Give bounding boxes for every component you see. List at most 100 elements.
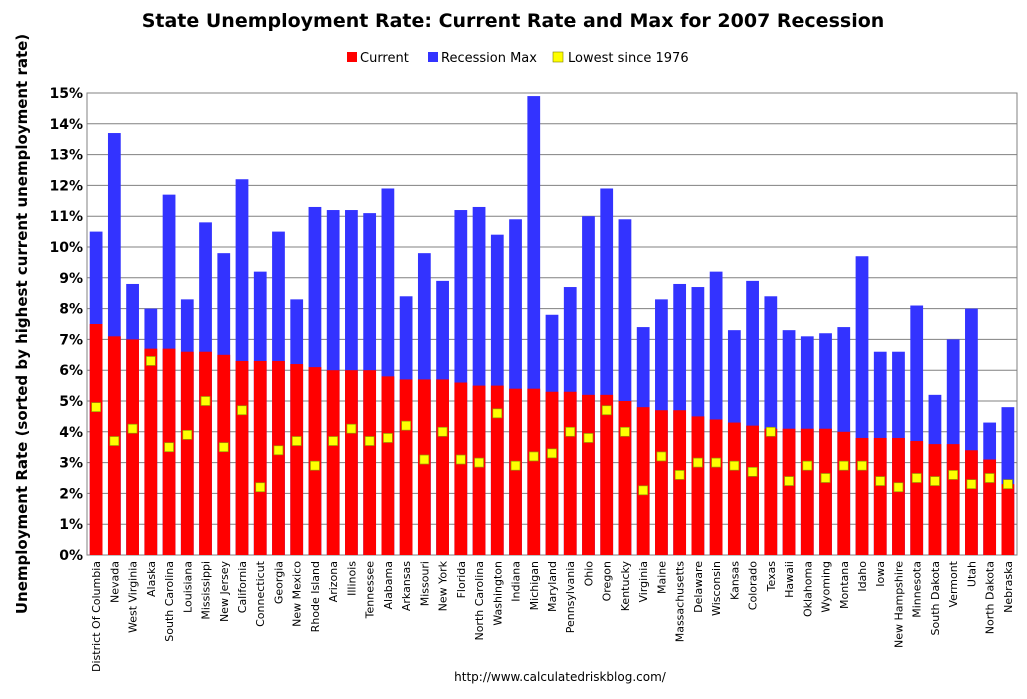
current-bar-missouri (417, 379, 431, 555)
legend-label-current: Current (360, 51, 409, 66)
lowest-marker-iowa (875, 476, 886, 486)
x-tick-label-pennsylvania: Pennsylvania (564, 561, 577, 633)
y-tick-label: 11% (49, 209, 83, 225)
y-tick-label: 7% (59, 332, 83, 348)
x-tick-label-vermont: Vermont (947, 560, 960, 607)
legend-swatch-lowest (552, 51, 564, 63)
x-tick-label-delaware: Delaware (692, 561, 705, 613)
y-tick-label: 8% (59, 302, 83, 318)
x-tick-label-oregon: Oregon (601, 561, 614, 601)
current-bar-texas (764, 428, 778, 555)
current-bar-massachusetts (673, 410, 687, 555)
lowest-marker-arizona (328, 436, 339, 446)
lowest-marker-louisiana (182, 430, 193, 440)
lowest-marker-oregon (601, 405, 612, 416)
x-tick-label-oklahoma: Oklahoma (801, 561, 814, 617)
lowest-marker-new-jersey (218, 442, 229, 453)
y-tick-label: 0% (59, 548, 83, 564)
lowest-marker-arkansas (401, 420, 411, 431)
lowest-marker-south-dakota (930, 476, 940, 486)
lowest-marker-district-of-columbia (91, 402, 101, 413)
lowest-marker-georgia (273, 445, 284, 456)
lowest-marker-north-carolina (474, 457, 484, 468)
current-bar-alaska (144, 348, 158, 555)
lowest-marker-indiana (510, 460, 521, 471)
lowest-marker-colorado (747, 466, 758, 477)
current-bar-minnesota (910, 441, 924, 555)
current-bar-wisconsin (709, 419, 723, 555)
y-axis-tick-labels: 0% 1% 2% 3% 4% 5% 6% 7% 8% 9% 10% 11% 12% 13% 14% 15% (49, 86, 83, 564)
lowest-marker-mississippi (200, 396, 211, 406)
x-tick-label-utah: Utah (965, 561, 978, 587)
lowest-marker-texas (765, 426, 776, 437)
y-tick-label: 9% (59, 271, 83, 287)
lowest-marker-maine (656, 451, 667, 462)
x-tick-label-montana: Montana (838, 561, 851, 609)
y-tick-label: 4% (59, 425, 83, 441)
lowest-marker-illinois (346, 423, 357, 434)
y-tick-label: 12% (49, 178, 83, 194)
lowest-marker-florida (455, 454, 466, 465)
legend-swatch-current (347, 52, 357, 62)
lowest-marker-connecticut (255, 482, 266, 493)
current-bar-alabama (381, 376, 395, 555)
current-bar-illinois (345, 370, 358, 555)
x-tick-label-south-carolina: South Carolina (163, 561, 176, 642)
current-bar-south-dakota (928, 444, 942, 555)
lowest-marker-idaho (857, 460, 867, 471)
current-bar-arkansas (399, 379, 413, 555)
lowest-marker-ohio (583, 433, 594, 443)
x-tick-label-illinois: Illinois (345, 561, 358, 596)
current-bar-vermont (946, 444, 960, 555)
current-bar-iowa (873, 437, 887, 555)
x-tick-label-nebraska: Nebraska (1002, 561, 1015, 613)
x-tick-label-idaho: Idaho (856, 561, 869, 592)
lowest-marker-kentucky (620, 426, 630, 437)
lowest-marker-pennsylvania (565, 426, 576, 437)
current-bar-connecticut (253, 360, 267, 555)
current-bar-mississippi (199, 351, 212, 555)
x-tick-label-north-carolina: North Carolina (473, 561, 486, 641)
current-bar-idaho (855, 437, 869, 555)
y-tick-label: 6% (59, 363, 83, 379)
legend: Current Recession Max Lowest since 1976 (347, 51, 689, 66)
legend-swatch-recession-max (428, 52, 438, 62)
lowest-marker-montana (838, 460, 849, 471)
lowest-marker-new-york (437, 426, 448, 437)
current-bar-district-of-columbia (89, 324, 103, 555)
y-tick-label: 3% (59, 456, 83, 472)
x-tick-label-north-dakota: North Dakota (984, 561, 997, 634)
current-bar-utah (965, 450, 978, 555)
lowest-marker-vermont (948, 470, 959, 480)
current-bar-new-hampshire (892, 437, 905, 555)
current-bar-virginia (636, 407, 650, 555)
lowest-marker-massachusetts (674, 470, 685, 480)
x-tick-label-indiana: Indiana (510, 561, 523, 602)
y-tick-label: 5% (59, 394, 83, 410)
current-bar-tennessee (363, 370, 377, 555)
lowest-marker-california (237, 405, 247, 416)
current-bar-arizona (326, 370, 340, 555)
x-tick-label-hawaii: Hawaii (783, 561, 796, 598)
lowest-marker-west-virginia (127, 423, 138, 434)
current-bar-hawaii (782, 428, 796, 555)
lowest-marker-rhode-island (310, 460, 320, 471)
current-bar-kentucky (618, 401, 632, 555)
current-bar-ohio (582, 394, 595, 555)
lowest-marker-maryland (547, 448, 557, 459)
current-bar-pennsylvania (563, 391, 577, 555)
lowest-marker-hawaii (784, 476, 794, 486)
y-tick-label: 13% (49, 148, 83, 164)
x-tick-label-washington: Washington (491, 561, 504, 626)
x-axis-category-labels: District Of Columbia Nevada West Virginia A… (90, 560, 1015, 672)
x-tick-label-louisiana: Louisiana (181, 561, 194, 613)
lowest-marker-washington (492, 408, 503, 419)
x-tick-label-colorado: Colorado (747, 561, 760, 610)
x-tick-label-missouri: Missouri (418, 561, 431, 606)
lowest-marker-delaware (693, 457, 703, 468)
x-tick-label-wisconsin: Wisconsin (710, 561, 723, 616)
x-tick-label-west-virginia: West Virginia (127, 561, 140, 633)
current-bar-maine (655, 410, 668, 555)
x-tick-label-kansas: Kansas (728, 561, 741, 600)
current-bars (89, 324, 1015, 555)
